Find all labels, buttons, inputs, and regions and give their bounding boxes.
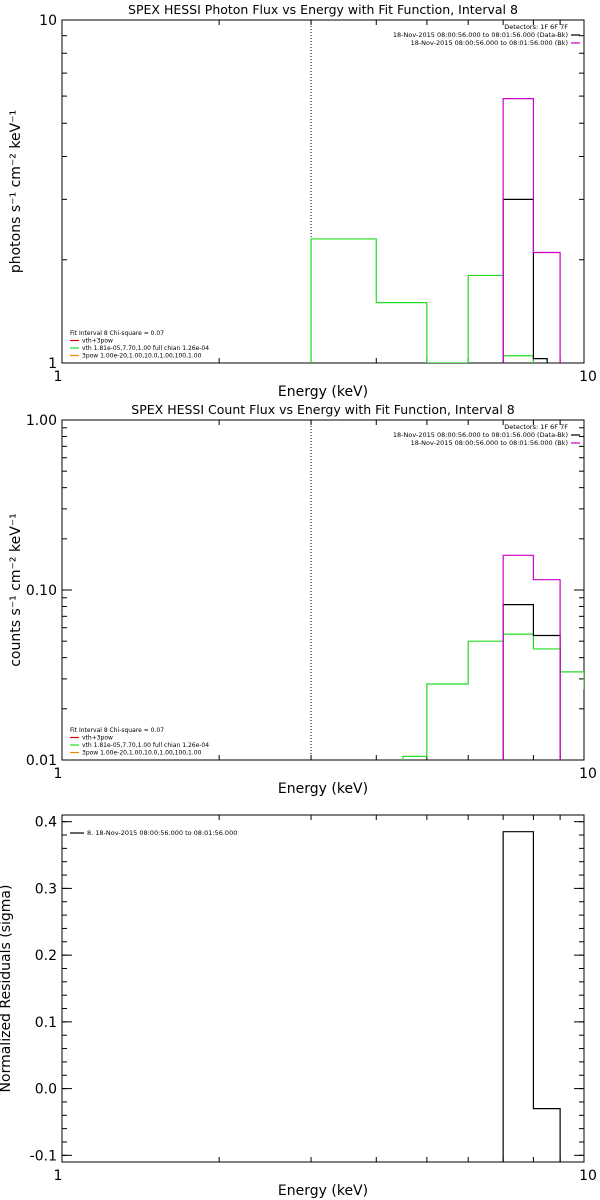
fit-legend-title: Fit Interval 8 Chi-square = 0.07 (70, 727, 164, 734)
header-line: 18-Nov-2015 08:00:56.000 to 08:01:56.000… (393, 431, 568, 439)
x-tick-label: 10 (579, 1168, 597, 1184)
fit-legend-text: vth 1.81e-05,7.70,1.00 full chian 1.26e-… (82, 345, 209, 352)
fit-legend-text: vth+3pow (82, 735, 113, 742)
x-tick-label: 10 (579, 369, 597, 385)
header-line: 18-Nov-2015 08:00:56.000 to 08:01:56.000… (411, 39, 568, 47)
y-tick-label: 1 (48, 356, 57, 372)
header-line: 18-Nov-2015 08:00:56.000 to 08:01:56.000… (393, 31, 568, 39)
y-tick-label: 0.4 (35, 815, 57, 831)
series-vth-line (310, 238, 535, 363)
chart-panel-3: 1 10 -0.1 0.0 0.1 0.2 0.3 0.4 Energy (keV) Normal… (0, 814, 597, 1199)
header-line: Detectors: 1F 6F 7F (504, 423, 568, 431)
y-tick-label: 0.0 (35, 1082, 57, 1098)
chart-title: SPEX HESSI Photon Flux vs Energy with Fi… (128, 2, 518, 17)
y-axis-label: photons s⁻¹ cm⁻² keV⁻¹ (8, 110, 24, 273)
y-tick-label: 0.01 (26, 753, 57, 769)
plot-frame (61, 419, 585, 761)
series-vth-line (402, 633, 584, 760)
fit-legend-title: Fit Interval 8 Chi-square = 0.07 (70, 330, 164, 337)
series-Bk-line (502, 97, 561, 363)
x-axis-label: Energy (keV) (278, 781, 368, 797)
y-axis-label: Normalized Residuals (sigma) (0, 885, 14, 1093)
x-tick-label: 10 (579, 766, 597, 782)
fit-legend-text: 3pow 1.00e-20,1.00,10.0,1.00,100,1.00 (82, 353, 202, 360)
series-data-line (502, 198, 548, 363)
header-line: Detectors: 1F 6F 7F (504, 23, 568, 31)
series-residual-line (502, 831, 561, 1162)
header-line: 18-Nov-2015 08:00:56.000 to 08:01:56.000… (411, 439, 568, 447)
x-tick-label: 1 (54, 766, 63, 782)
fit-legend-text: vth 1.81e-05,7.70,1.00 full chian 1.26e-… (82, 742, 209, 749)
x-tick-label: 1 (54, 1168, 63, 1184)
chart-panel-2: SPEX HESSI Count Flux vs Energy with Fit… (8, 402, 597, 797)
y-axis-label: counts s⁻¹ cm⁻² keV⁻¹ (8, 513, 24, 667)
series-data-line (502, 604, 561, 760)
plot-frame (61, 814, 585, 1163)
x-axis-label: Energy (keV) (278, 1183, 368, 1199)
x-axis-label: Energy (keV) (278, 384, 368, 400)
y-tick-label: -0.1 (30, 1148, 57, 1164)
legend-label: 8. 18-Nov-2015 08:00:56.000 to 08:01:56.… (87, 829, 237, 837)
series-Bk-line (502, 554, 561, 760)
y-tick-label: 0.2 (35, 948, 57, 964)
y-tick-label: 0.3 (35, 881, 57, 897)
fit-legend-text: vth+3pow (82, 338, 113, 345)
fit-legend-text: 3pow 1.00e-20,1.00,10.0,1.00,100,1.00 (82, 750, 202, 757)
chart-title: SPEX HESSI Count Flux vs Energy with Fit… (131, 402, 514, 417)
plot-frame (61, 19, 585, 364)
y-tick-label: 1.00 (26, 413, 57, 429)
x-tick-label: 1 (54, 369, 63, 385)
chart-panel-1: SPEX HESSI Photon Flux vs Energy with Fi… (8, 2, 597, 400)
y-tick-label: 10 (39, 13, 57, 29)
y-tick-label: 0.1 (35, 1015, 57, 1031)
y-tick-label: 0.10 (26, 583, 57, 599)
